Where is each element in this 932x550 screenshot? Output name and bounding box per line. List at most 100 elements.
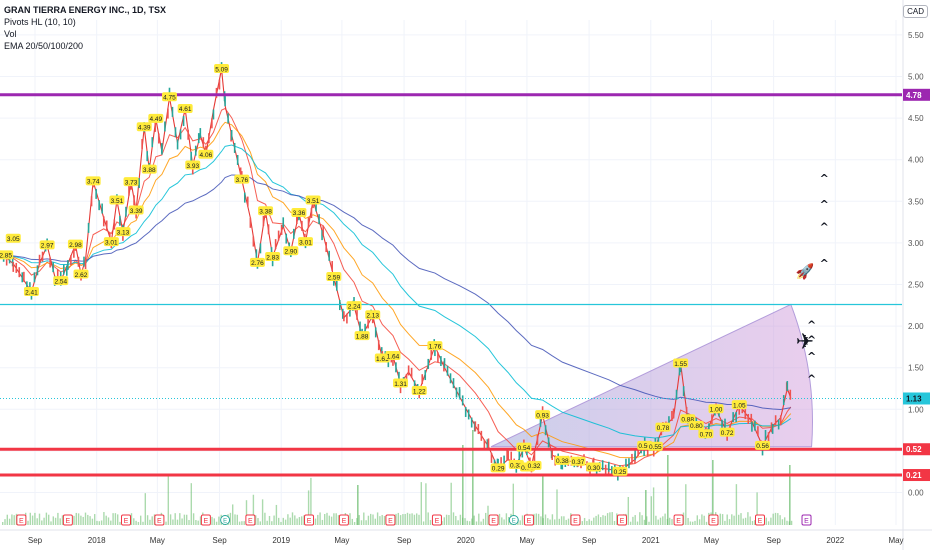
pivot-label-text: 2.98	[69, 242, 82, 249]
pivot-label-bg	[698, 429, 714, 439]
pivot-label-bg	[535, 410, 551, 420]
pivot-label-text: 4.49	[150, 116, 163, 123]
volume-bar	[243, 521, 245, 525]
volume-bar	[418, 514, 420, 525]
pivot-label: 2.54	[53, 276, 69, 285]
pivot-label: 4.61	[177, 103, 193, 113]
volume-bar	[59, 518, 61, 525]
pivot-label: 0.38	[554, 455, 570, 465]
indicator-volume[interactable]: Vol	[4, 29, 17, 39]
volume-bar	[445, 514, 448, 525]
volume-bar	[379, 516, 381, 525]
time-tick-label: 2018	[88, 536, 106, 545]
volume-bar	[151, 516, 153, 525]
earnings-marker[interactable]: E	[62, 514, 73, 526]
volume-bar	[420, 482, 422, 525]
volume-bar	[11, 514, 13, 525]
earnings-marker[interactable]: E	[245, 514, 256, 526]
earnings-text: E	[676, 518, 681, 525]
volume-bar	[278, 517, 280, 525]
pivot-label-text: 2.59	[327, 274, 340, 281]
pivot-label-text: 1.22	[413, 388, 426, 395]
indicator-ema[interactable]: EMA 20/50/100/200	[4, 41, 84, 51]
volume-bar	[358, 515, 360, 525]
pivot-label: 2.62	[73, 269, 89, 279]
earnings-marker[interactable]: E	[801, 514, 812, 526]
earnings-marker[interactable]: E	[338, 514, 349, 526]
volume-bar	[448, 514, 450, 525]
last-price-tag-bg	[903, 392, 930, 405]
time-tick-label: Sep	[767, 536, 782, 545]
volume-bar	[255, 515, 257, 525]
volume-bar	[397, 512, 399, 525]
earnings-marker[interactable]: E	[616, 514, 627, 526]
volume-bar	[452, 512, 455, 525]
volume-bar	[558, 518, 560, 525]
volume-bar	[648, 521, 650, 525]
earnings-marker[interactable]: E	[16, 514, 27, 526]
earnings-marker[interactable]: E	[154, 514, 165, 526]
earnings-marker[interactable]: E	[488, 514, 499, 526]
earnings-box	[16, 514, 27, 526]
volume-bar	[738, 514, 740, 525]
earnings-marker[interactable]: E	[754, 514, 765, 526]
volume-bar	[485, 512, 487, 525]
indicator-pivots[interactable]: Pivots HL (10, 10)	[4, 17, 76, 27]
volume-bar	[728, 519, 731, 525]
volume-bar	[521, 515, 524, 525]
volume-bar	[765, 517, 767, 525]
volume-bar	[324, 514, 326, 525]
pivot-label-text: 2.54	[54, 278, 67, 285]
pivot-label: 2.90	[283, 246, 299, 256]
volume-bar	[326, 512, 328, 525]
volume-bar	[2, 521, 4, 525]
earnings-marker[interactable]: E	[431, 514, 442, 526]
volume-bar	[457, 520, 459, 525]
pivot-label-bg	[291, 207, 307, 217]
volume-bar	[606, 513, 609, 525]
volume-bar	[602, 515, 604, 525]
pivot-label-text: 0.88	[681, 417, 694, 424]
earnings-marker[interactable]: E	[385, 514, 396, 526]
price-tick-label: 4.50	[908, 114, 924, 123]
pivot-label-bg	[354, 331, 370, 341]
volume-bar	[31, 515, 34, 525]
earnings-marker[interactable]: E	[708, 514, 719, 526]
pivot-label-text: 0.56	[638, 443, 651, 450]
volume-bar	[542, 475, 544, 525]
pivot-label-text: 2.90	[284, 249, 297, 256]
volume-bar	[480, 521, 482, 525]
pivot-label-bg	[385, 351, 401, 361]
pivot-label-text: 1.31	[394, 381, 407, 388]
pivot-label: 4.06	[198, 149, 214, 159]
volume-bar	[360, 520, 363, 525]
pivot-label-text: 0.32	[528, 463, 541, 470]
earnings-text: E	[204, 518, 209, 525]
earnings-text: E	[758, 518, 763, 525]
volume-bar	[590, 520, 593, 525]
earnings-marker[interactable]: E	[304, 514, 315, 526]
pivot-label: 1.76	[427, 341, 443, 350]
earnings-marker[interactable]: E	[200, 514, 211, 526]
earnings-text: E	[66, 518, 71, 525]
volume-bar	[264, 512, 266, 525]
pivot-label-text: 5.09	[215, 66, 228, 73]
currency-badge[interactable]: CAD	[903, 5, 928, 18]
earnings-marker[interactable]: E	[523, 514, 534, 526]
earnings-marker[interactable]: E	[673, 514, 684, 526]
volume-bar	[402, 514, 404, 525]
volume-bar	[181, 518, 183, 525]
earnings-marker[interactable]: E	[121, 514, 132, 526]
volume-bar	[616, 513, 618, 525]
earnings-text: E	[491, 518, 496, 525]
volume-bar	[284, 519, 287, 525]
pivot-label-bg	[128, 205, 144, 215]
pivot-label-bg	[490, 463, 506, 473]
volume-bar	[687, 517, 689, 525]
earnings-marker[interactable]: E	[570, 514, 581, 526]
pivot-label-text: 3.74	[87, 179, 100, 186]
pivot-label: 2.13	[365, 310, 381, 320]
time-tick-label: May	[888, 536, 903, 545]
pivot-label: 3.73	[123, 177, 139, 186]
